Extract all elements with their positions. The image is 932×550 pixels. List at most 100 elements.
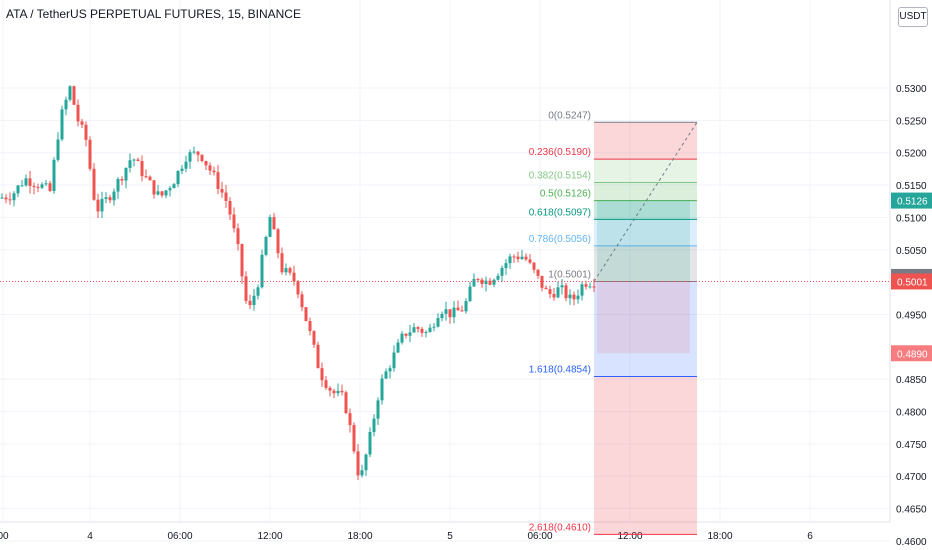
candle-body bbox=[72, 86, 76, 105]
chart-title: ATA / TetherUS PERPETUAL FUTURES, 15, BI… bbox=[6, 7, 301, 21]
candle-body bbox=[8, 199, 12, 201]
candle-body bbox=[48, 183, 52, 191]
candle-body bbox=[140, 161, 144, 177]
candle-body bbox=[176, 170, 180, 185]
candle-body bbox=[480, 279, 484, 285]
candle-body bbox=[400, 333, 404, 343]
fib-trend-line bbox=[593, 122, 698, 282]
candle-body bbox=[108, 197, 112, 201]
candle-body bbox=[584, 284, 588, 287]
candle-body bbox=[136, 159, 140, 162]
candle-body bbox=[184, 161, 188, 169]
candle-body bbox=[272, 217, 276, 230]
candle-body bbox=[132, 159, 136, 161]
x-tick-label: 5 bbox=[447, 531, 453, 542]
candle-body bbox=[188, 152, 192, 162]
candle-body bbox=[560, 285, 564, 288]
candle-body bbox=[248, 300, 252, 306]
candle-body bbox=[468, 286, 472, 302]
candle-body bbox=[472, 278, 476, 287]
candle-body bbox=[156, 191, 160, 195]
candle-body bbox=[332, 390, 336, 394]
candle-body bbox=[360, 470, 364, 476]
candle-body bbox=[328, 387, 332, 391]
candle-body bbox=[76, 104, 80, 122]
candle-body bbox=[388, 368, 392, 372]
candle-body bbox=[488, 280, 492, 285]
candle-body bbox=[268, 217, 272, 237]
candle-body bbox=[572, 294, 576, 300]
candle-body bbox=[404, 333, 408, 336]
candle-body bbox=[200, 154, 204, 162]
candle-body bbox=[520, 256, 524, 260]
price-label-text: 0.5001 bbox=[897, 277, 928, 288]
candle-body bbox=[528, 259, 532, 263]
candle-body bbox=[220, 188, 224, 193]
candle-body bbox=[580, 284, 584, 296]
price-label-badge bbox=[891, 273, 932, 290]
candle-body bbox=[112, 191, 116, 201]
price-label-text: 0.5126 bbox=[897, 197, 928, 208]
candle-body bbox=[196, 151, 200, 155]
candle-body bbox=[12, 193, 16, 201]
candle-body bbox=[316, 344, 320, 369]
candle-body bbox=[228, 200, 232, 215]
candle-body bbox=[52, 159, 56, 191]
candle-body bbox=[256, 287, 260, 296]
candle-body bbox=[320, 368, 324, 381]
candle-body bbox=[24, 178, 28, 186]
y-tick-label: 0.5200 bbox=[896, 149, 927, 160]
y-tick-label: 0.4800 bbox=[896, 408, 927, 419]
fib-band bbox=[594, 281, 697, 377]
candle-body bbox=[144, 176, 148, 178]
candle-body bbox=[192, 151, 196, 153]
candle-body bbox=[64, 99, 68, 110]
fib-band bbox=[594, 182, 697, 201]
candle-body bbox=[416, 327, 420, 329]
candle-body bbox=[80, 121, 84, 125]
candle-body bbox=[460, 310, 464, 312]
fib-band bbox=[594, 200, 697, 220]
y-tick-label: 0.5250 bbox=[896, 116, 927, 127]
candle-body bbox=[496, 275, 500, 280]
candle-body bbox=[44, 183, 48, 185]
fib-band bbox=[594, 122, 697, 160]
x-tick-label: 06:00 bbox=[527, 531, 552, 542]
candle-body bbox=[372, 418, 376, 433]
fib-level-label: 0.786(0.5056) bbox=[529, 234, 591, 245]
candle-body bbox=[344, 392, 348, 414]
candle-body bbox=[552, 293, 556, 298]
candle-body bbox=[88, 139, 92, 169]
candle-body bbox=[4, 197, 8, 200]
price-label-badge bbox=[891, 192, 932, 209]
candle-body bbox=[432, 326, 436, 328]
currency-button[interactable]: USDT bbox=[898, 7, 928, 27]
candle-body bbox=[304, 307, 308, 322]
candle-body bbox=[60, 109, 64, 140]
candle-body bbox=[504, 263, 508, 269]
candle-body bbox=[124, 167, 128, 181]
candle-body bbox=[436, 318, 440, 327]
candle-body bbox=[32, 185, 36, 187]
candle-body bbox=[348, 413, 352, 426]
y-tick-label: 0.5150 bbox=[896, 181, 927, 192]
candle-body bbox=[284, 268, 288, 273]
candle-body bbox=[548, 289, 552, 294]
candle-body bbox=[556, 287, 560, 298]
candle-body bbox=[172, 184, 176, 189]
candle-body bbox=[104, 197, 108, 200]
candle-body bbox=[476, 278, 480, 280]
position-target-zone bbox=[597, 200, 690, 282]
candle-body bbox=[444, 309, 448, 314]
candle-body bbox=[96, 199, 100, 212]
candle-body bbox=[384, 371, 388, 379]
candle-body bbox=[576, 295, 580, 300]
candle-body bbox=[428, 327, 432, 332]
candle-body bbox=[412, 327, 416, 333]
candle-body bbox=[180, 168, 184, 171]
candle-body bbox=[564, 285, 568, 299]
candle-body bbox=[420, 328, 424, 333]
candle-body bbox=[244, 276, 248, 301]
candle-body bbox=[40, 184, 44, 188]
